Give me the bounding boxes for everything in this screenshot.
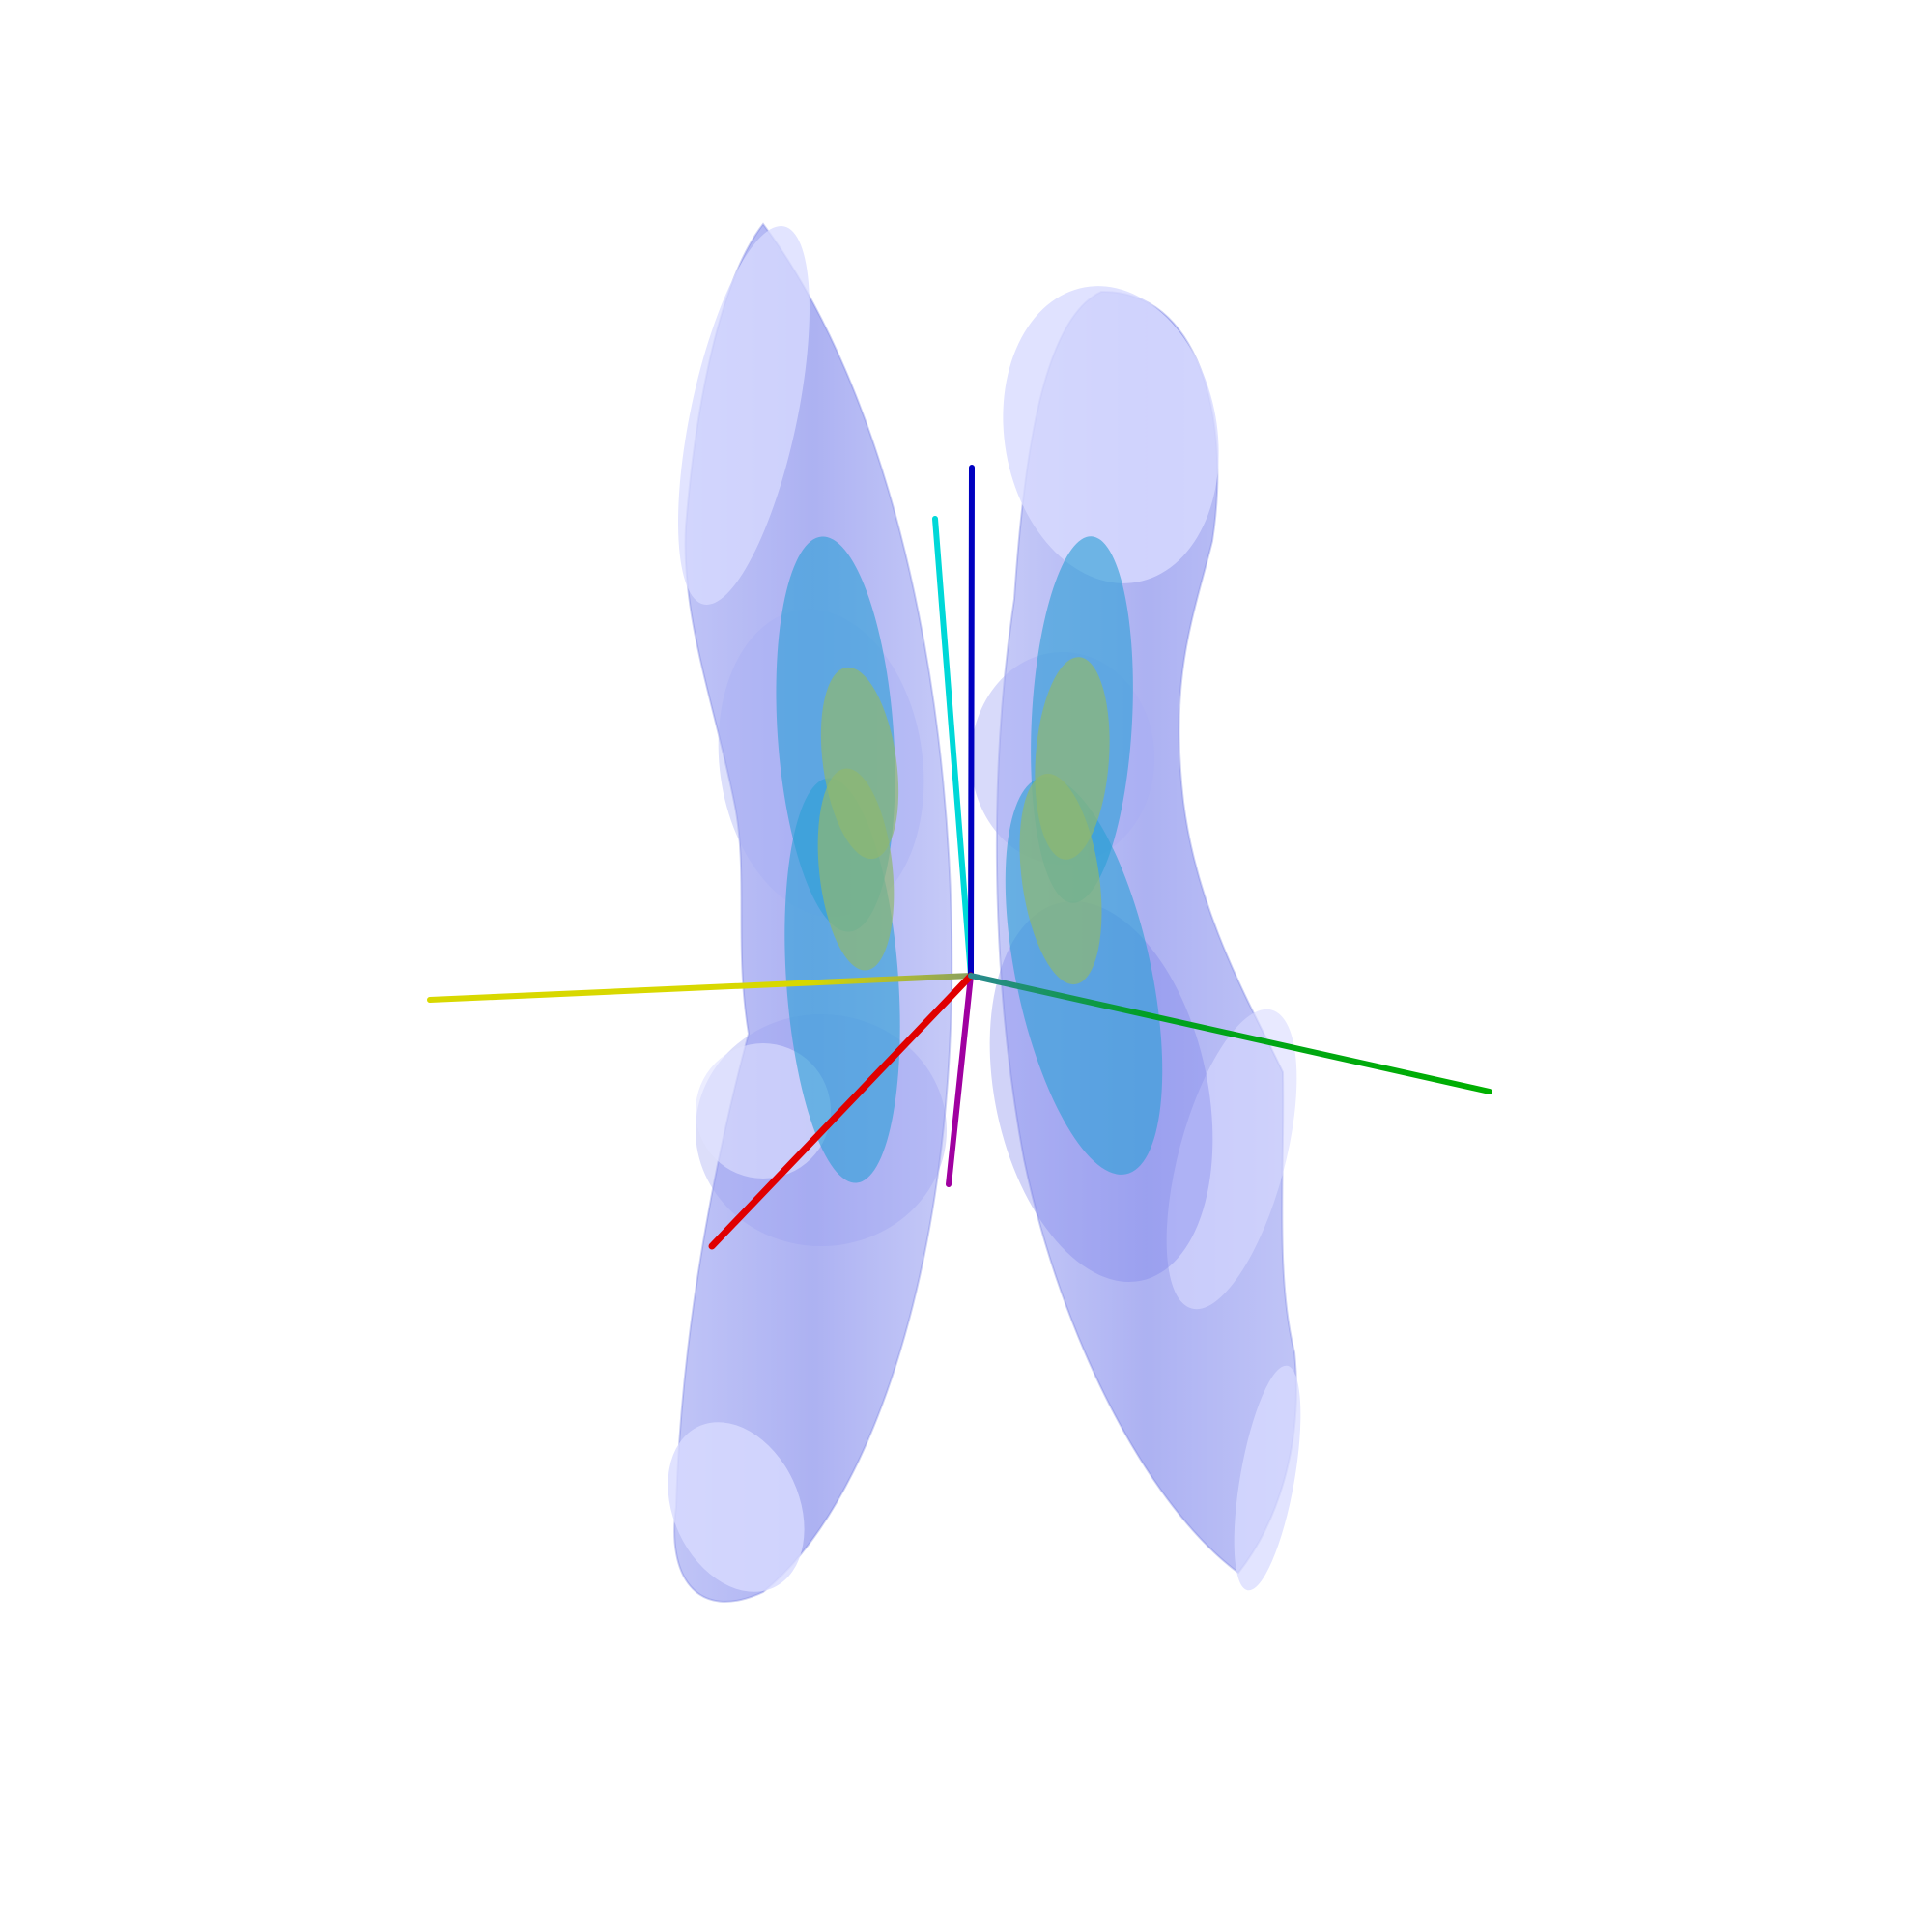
left-top-cap — [678, 226, 810, 605]
left-bulge-lower-cap — [696, 1043, 831, 1179]
axis-x-negative — [427, 973, 974, 1003]
left-bottom-cap — [668, 1422, 805, 1592]
axis-x-positive — [708, 972, 975, 1250]
left-inner-surface-lower — [817, 768, 895, 971]
left-lobe — [668, 222, 953, 1603]
right-bottom-cap — [1234, 1365, 1301, 1591]
axis-z-negative — [946, 973, 974, 1187]
axis-y-positive — [968, 973, 1492, 1094]
axes — [427, 465, 1492, 1250]
right-lobe — [971, 286, 1301, 1591]
axis-y-negative — [932, 516, 974, 979]
right-inner-surface-lower — [1019, 773, 1102, 985]
right-side-cap — [1166, 1009, 1297, 1310]
axis-z-positive — [968, 465, 975, 979]
right-top-cap — [1003, 286, 1219, 583]
